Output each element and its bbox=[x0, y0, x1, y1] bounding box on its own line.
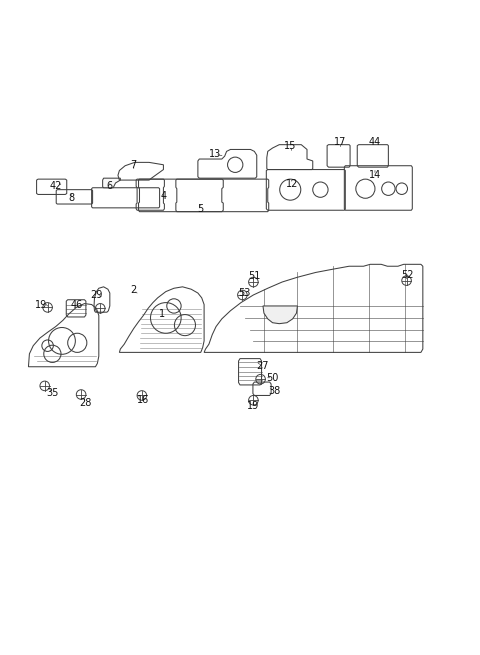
Text: 1: 1 bbox=[159, 309, 166, 319]
Text: 42: 42 bbox=[49, 181, 62, 191]
Text: 27: 27 bbox=[257, 361, 269, 371]
Polygon shape bbox=[103, 178, 120, 188]
Text: 14: 14 bbox=[369, 170, 381, 180]
Text: 15: 15 bbox=[284, 141, 297, 151]
Text: 5: 5 bbox=[198, 204, 204, 214]
Text: 46: 46 bbox=[70, 299, 83, 310]
Text: 50: 50 bbox=[266, 373, 279, 383]
Text: 7: 7 bbox=[131, 160, 137, 170]
Text: 4: 4 bbox=[160, 191, 167, 201]
Text: 38: 38 bbox=[268, 386, 281, 396]
Text: 2: 2 bbox=[131, 285, 137, 295]
Text: 6: 6 bbox=[107, 181, 113, 191]
Text: 29: 29 bbox=[90, 290, 103, 300]
Text: 52: 52 bbox=[401, 270, 414, 280]
Text: 28: 28 bbox=[80, 398, 92, 408]
Text: 8: 8 bbox=[69, 193, 74, 203]
Text: 44: 44 bbox=[369, 137, 381, 147]
Text: 13: 13 bbox=[209, 149, 221, 159]
Text: 51: 51 bbox=[248, 271, 261, 281]
Text: 16: 16 bbox=[137, 395, 149, 405]
Text: 53: 53 bbox=[239, 288, 251, 298]
Text: 12: 12 bbox=[286, 179, 298, 189]
Text: 17: 17 bbox=[335, 137, 347, 147]
Polygon shape bbox=[263, 306, 298, 324]
Text: 19: 19 bbox=[35, 299, 48, 310]
Text: 35: 35 bbox=[46, 388, 59, 398]
Text: 19: 19 bbox=[247, 402, 260, 411]
